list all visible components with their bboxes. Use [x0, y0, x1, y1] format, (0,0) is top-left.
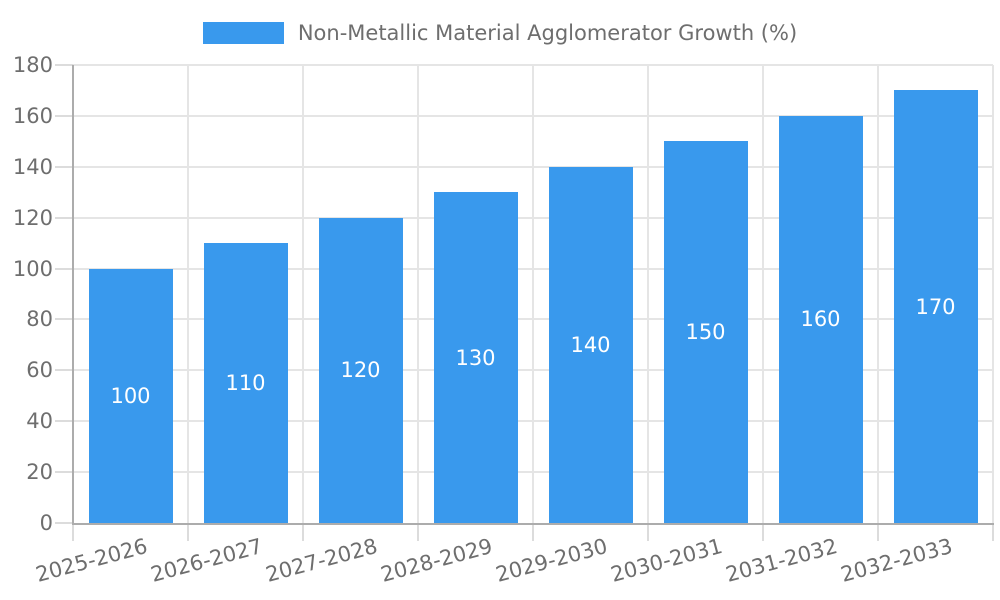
y-tick-label: 120	[12, 205, 53, 230]
v-gridline	[647, 65, 649, 523]
x-tick-label: 2027-2028	[263, 533, 380, 587]
y-tick-mark	[55, 216, 73, 219]
v-gridline	[762, 65, 764, 523]
y-tick-mark	[55, 267, 73, 270]
y-tick-mark	[55, 471, 73, 474]
x-tick-mark	[187, 525, 189, 541]
y-tick-label: 0	[39, 511, 53, 535]
bar: 170	[893, 90, 978, 523]
bar: 160	[778, 115, 863, 523]
y-tick-mark	[55, 114, 73, 117]
y-tick-label: 60	[26, 358, 53, 383]
x-tick-mark	[762, 525, 764, 541]
x-axis-line	[72, 523, 994, 525]
v-gridline	[992, 65, 994, 523]
x-tick-mark	[992, 525, 994, 541]
v-gridline	[417, 65, 419, 523]
x-tick-mark	[532, 525, 534, 541]
x-tick-mark	[72, 525, 74, 541]
bar: 140	[548, 166, 633, 523]
legend[interactable]: Non-Metallic Material Agglomerator Growt…	[0, 19, 1000, 47]
bar: 130	[433, 192, 518, 523]
x-tick-mark	[302, 525, 304, 541]
y-tick-label: 20	[26, 460, 53, 485]
y-tick-mark	[55, 369, 73, 372]
bar-value-label: 120	[340, 358, 381, 383]
bar-value-label: 150	[685, 320, 726, 345]
y-axis-line	[72, 65, 74, 525]
y-tick-label: 160	[12, 103, 53, 128]
bar: 150	[663, 141, 748, 523]
bar-value-label: 110	[225, 371, 266, 396]
bar: 120	[318, 217, 403, 523]
x-tick-label: 2026-2027	[148, 533, 265, 587]
x-tick-mark	[417, 525, 419, 541]
bar: 110	[203, 243, 288, 523]
v-gridline	[302, 65, 304, 523]
bar-value-label: 100	[110, 383, 151, 408]
y-tick-label: 40	[26, 409, 53, 434]
v-gridline	[187, 65, 189, 523]
y-tick-label: 100	[12, 256, 53, 281]
x-tick-label: 2028-2029	[378, 533, 495, 587]
x-tick-label: 2029-2030	[493, 533, 610, 587]
x-tick-label: 2032-2033	[838, 533, 955, 587]
y-tick-mark	[55, 318, 73, 321]
bar-value-label: 140	[570, 332, 611, 357]
v-gridline	[877, 65, 879, 523]
y-tick-mark	[55, 64, 73, 66]
x-tick-label: 2031-2032	[723, 533, 840, 587]
legend-label: Non-Metallic Material Agglomerator Growt…	[297, 21, 798, 45]
y-tick-label: 140	[12, 154, 53, 179]
y-tick-mark	[55, 522, 73, 524]
legend-swatch	[202, 22, 284, 44]
x-tick-mark	[647, 525, 649, 541]
y-tick-label: 180	[12, 53, 53, 77]
x-tick-label: 2030-2031	[608, 533, 725, 587]
v-gridline	[532, 65, 534, 523]
bar: 100	[88, 268, 173, 523]
x-tick-mark	[877, 525, 879, 541]
x-tick-label: 2025-2026	[33, 533, 150, 587]
bar-value-label: 160	[800, 307, 841, 332]
bar-value-label: 130	[455, 345, 496, 370]
y-tick-mark	[55, 165, 73, 168]
y-tick-mark	[55, 420, 73, 423]
y-tick-label: 80	[26, 307, 53, 332]
bar-value-label: 170	[915, 294, 956, 319]
